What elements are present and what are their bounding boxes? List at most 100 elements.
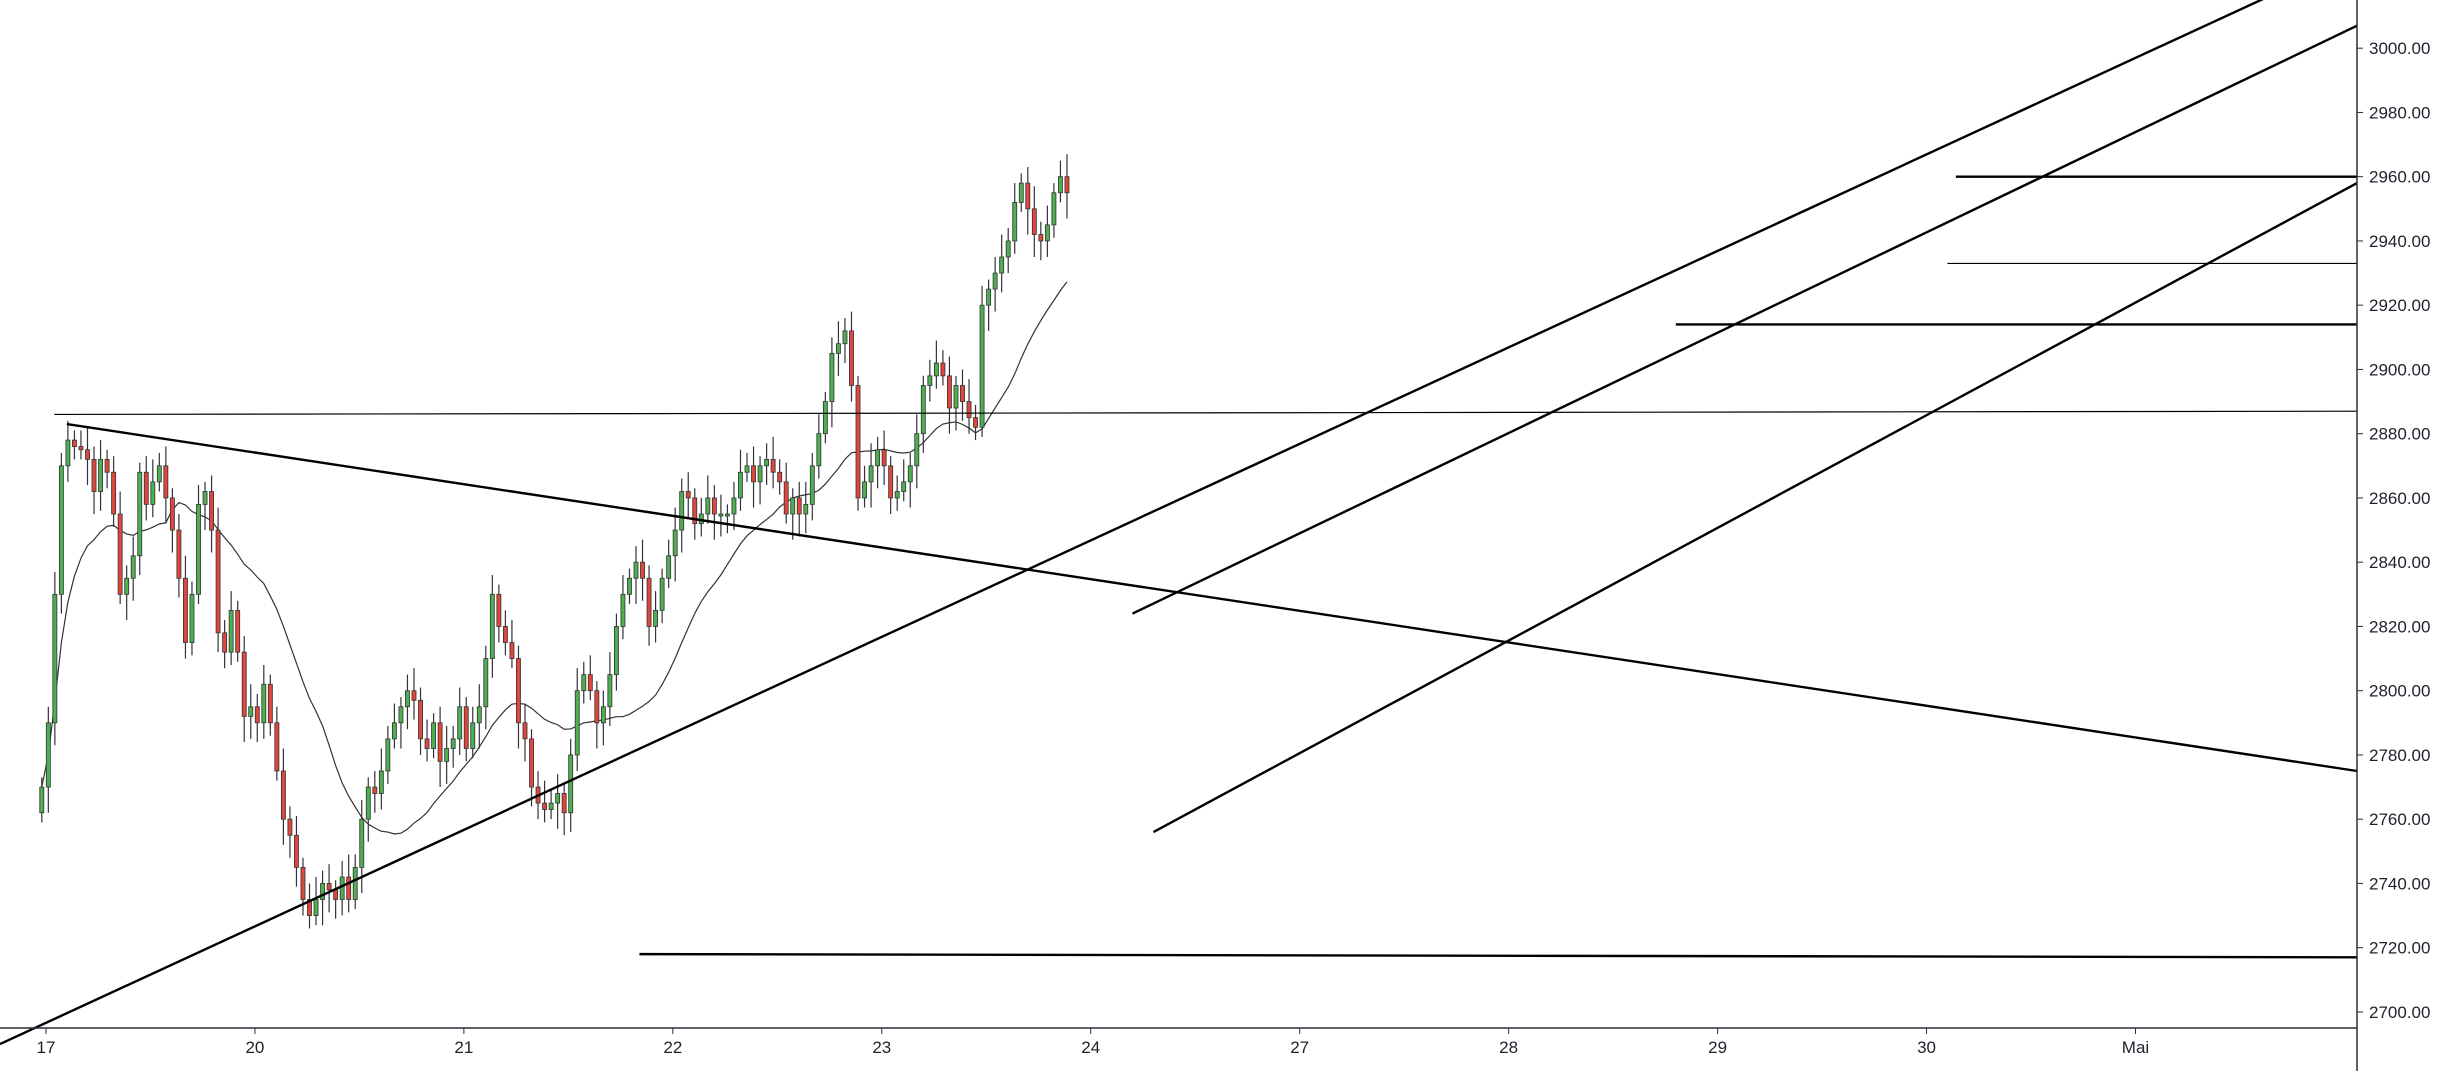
candle-body	[359, 818, 365, 868]
candle-body	[888, 465, 894, 499]
x-tick-label: 30	[1917, 1038, 1936, 1057]
y-tick-label: 2920.00	[2369, 296, 2430, 315]
y-tick-label: 2900.00	[2369, 360, 2430, 379]
x-tick-label: 21	[454, 1038, 473, 1057]
candle-body	[738, 471, 743, 499]
candle-body	[600, 706, 606, 724]
candle-body	[294, 834, 299, 868]
candle-body	[907, 465, 913, 483]
candle-body	[1031, 208, 1037, 235]
candle-body	[346, 876, 352, 900]
candle-body	[339, 876, 345, 900]
candle-body	[522, 722, 528, 740]
candle-body	[960, 385, 965, 402]
candle-body	[169, 497, 175, 531]
candle-body	[137, 471, 143, 557]
candle-body	[855, 385, 861, 499]
candle-body	[241, 651, 247, 717]
candle-body	[58, 465, 64, 595]
y-tick-label: 2760.00	[2369, 810, 2430, 829]
candle-body	[529, 738, 534, 788]
candle-body	[633, 561, 639, 579]
candle-body	[378, 770, 384, 794]
candle-body	[496, 593, 502, 627]
candle-body	[385, 738, 391, 772]
candle-body	[470, 722, 476, 749]
trendline[interactable]	[639, 952, 2358, 959]
candle-body	[1012, 201, 1018, 242]
candle-body	[979, 304, 985, 428]
candle-body	[672, 529, 678, 557]
candle-body	[130, 555, 136, 579]
candle-body	[940, 362, 946, 377]
candle-body	[65, 439, 71, 467]
candle-body	[679, 491, 685, 531]
candle-body	[640, 561, 645, 579]
candle-body	[711, 497, 717, 515]
candle-body	[405, 690, 410, 708]
candle-body	[842, 330, 848, 345]
candle-body	[568, 754, 574, 814]
candle-body	[933, 362, 939, 377]
candle-body	[555, 793, 561, 804]
candle-body	[692, 497, 698, 525]
trendline[interactable]	[1132, 24, 2358, 615]
candle-body	[718, 513, 724, 517]
candle-body	[822, 401, 828, 435]
candle-body	[666, 555, 672, 579]
candle-body	[39, 786, 45, 814]
y-tick-label: 2880.00	[2369, 425, 2430, 444]
candle-body	[104, 458, 110, 473]
candle-body	[724, 513, 730, 517]
candle-body	[836, 343, 841, 354]
candle-body	[98, 458, 103, 492]
candle-body	[914, 433, 920, 467]
candle-body	[274, 722, 280, 772]
candle-body	[398, 706, 404, 724]
candle-body	[365, 786, 371, 820]
candle-body	[222, 632, 228, 653]
candle-body	[189, 593, 195, 643]
y-tick-label: 2700.00	[2369, 1003, 2430, 1022]
candle-body	[509, 642, 515, 659]
candle-body	[424, 738, 430, 749]
candle-body	[1005, 240, 1011, 258]
candle-body	[209, 491, 214, 531]
candle-body	[751, 465, 756, 483]
trendline[interactable]	[1152, 182, 2358, 834]
x-tick-label: 17	[37, 1038, 56, 1057]
candle-body	[796, 497, 802, 515]
candle-body	[124, 577, 130, 595]
candle-body	[542, 802, 548, 810]
trendline[interactable]	[54, 410, 2358, 416]
candle-body	[705, 497, 711, 515]
candle-body	[117, 513, 123, 595]
candle-body	[85, 449, 90, 460]
candle-body	[894, 491, 900, 499]
candle-body	[313, 899, 319, 916]
y-tick-label: 2960.00	[2369, 168, 2430, 187]
candle-body	[659, 577, 665, 611]
candle-body	[1044, 224, 1050, 242]
trendline[interactable]	[0, 0, 2282, 1046]
trendline[interactable]	[66, 422, 2358, 773]
y-tick-label: 2980.00	[2369, 103, 2430, 122]
candle-body	[450, 738, 456, 749]
candle-body	[45, 722, 51, 788]
candle-body	[653, 609, 659, 627]
candle-body	[489, 593, 495, 659]
candle-body	[52, 593, 58, 724]
candle-body	[868, 465, 874, 483]
candle-body	[372, 786, 378, 794]
candle-body	[111, 471, 117, 515]
candle-body	[561, 793, 567, 814]
candle-body	[803, 503, 809, 515]
y-tick-label: 2940.00	[2369, 232, 2430, 251]
candle-body	[999, 256, 1005, 274]
candle-body	[1064, 176, 1070, 194]
candle-body	[391, 722, 397, 740]
y-tick-label: 2740.00	[2369, 874, 2430, 893]
